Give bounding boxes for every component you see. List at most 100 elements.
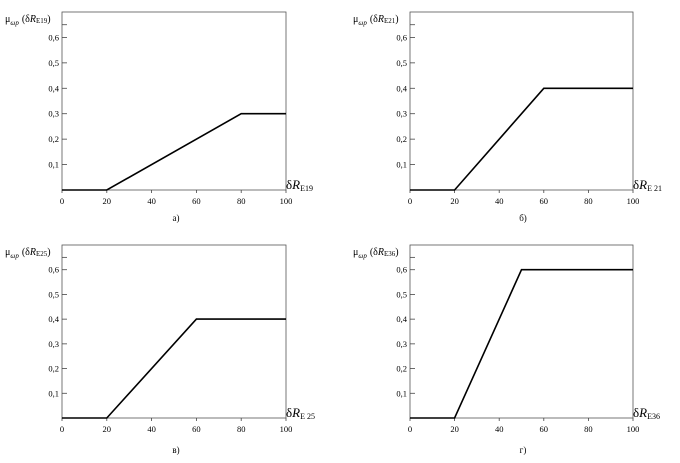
- y-tick-label: 0,1: [396, 388, 407, 398]
- y-tick-label: 0,5: [396, 58, 407, 68]
- plot-frame: [61, 244, 287, 419]
- x-axis-label: δRE19: [286, 177, 313, 193]
- x-tick-label: 60: [540, 424, 549, 434]
- y-label-idx: E25: [36, 250, 48, 258]
- y-tick-label: 0,6: [48, 265, 59, 275]
- y-label-idx: E21: [384, 17, 396, 25]
- x-tick-label: 60: [192, 424, 201, 434]
- x-tick-label: 40: [495, 196, 504, 206]
- x-tick-label: 0: [408, 424, 412, 434]
- y-axis-label: μωp (δRE21): [353, 14, 399, 27]
- x-label-sub: E 21: [647, 184, 662, 193]
- membership-line: [410, 87, 633, 191]
- y-tick-label: 0,1: [396, 160, 407, 170]
- panel-caption: б): [519, 213, 527, 223]
- x-axis-label: δRE 21: [633, 177, 662, 193]
- y-label-mu: μ: [353, 14, 358, 25]
- y-label-var: R: [29, 247, 36, 258]
- y-axis-label: μωp (δRE25): [5, 247, 51, 260]
- y-tick-label: 0,4: [48, 314, 59, 324]
- x-tick-label: 40: [147, 424, 156, 434]
- y-tick-label: 0,2: [396, 134, 407, 144]
- y-axis-label: μωp (δRE36): [353, 247, 399, 260]
- y-label-mu: μ: [5, 14, 10, 25]
- y-tick-label: 0,1: [48, 388, 59, 398]
- plot-frame: [409, 11, 634, 191]
- y-tick-label: 0,4: [396, 314, 407, 324]
- x-tick-label: 20: [450, 196, 459, 206]
- panel-caption: г): [520, 445, 527, 455]
- x-tick-label: 80: [584, 424, 593, 434]
- y-label-open: (δ: [22, 14, 30, 25]
- y-tick-label: 0,6: [396, 265, 407, 275]
- y-label-idx: E19: [36, 17, 48, 25]
- membership-line: [410, 268, 633, 419]
- x-axis-label: δRE36: [633, 405, 660, 421]
- y-label-var: R: [29, 14, 36, 25]
- x-label-var: R: [638, 405, 647, 420]
- x-tick-label: 100: [280, 424, 293, 434]
- y-label-sub: ωp: [10, 252, 19, 260]
- y-tick-label: 0,6: [48, 32, 59, 42]
- y-tick-label: 0,3: [396, 109, 407, 119]
- plot-frame: [61, 11, 287, 191]
- x-tick-label: 20: [450, 424, 459, 434]
- membership-line: [62, 318, 286, 419]
- x-label-delta: δ: [286, 177, 292, 192]
- x-label-sub: E 25: [300, 412, 315, 421]
- x-tick-label: 20: [103, 196, 112, 206]
- y-tick-label: 0,2: [48, 134, 59, 144]
- y-label-mu: μ: [353, 247, 358, 258]
- y-label-open: (δ: [22, 247, 30, 258]
- y-label-mu: μ: [5, 247, 10, 258]
- panel-caption: в): [172, 445, 179, 455]
- plot-frame: [409, 244, 634, 419]
- y-tick-label: 0,5: [396, 289, 407, 299]
- y-label-var: R: [377, 247, 384, 258]
- y-label-close: ): [395, 14, 398, 25]
- y-label-sub: ωp: [10, 19, 19, 27]
- y-tick-label: 0,3: [396, 339, 407, 349]
- membership-line: [62, 112, 286, 191]
- x-tick-label: 80: [584, 196, 593, 206]
- y-tick-label: 0,6: [396, 32, 407, 42]
- y-tick-label: 0,2: [396, 364, 407, 374]
- x-tick-label: 20: [103, 424, 112, 434]
- y-tick-label: 0,1: [48, 160, 59, 170]
- x-tick-label: 80: [237, 196, 246, 206]
- y-tick-label: 0,3: [48, 339, 59, 349]
- y-tick-label: 0,4: [48, 83, 59, 93]
- x-label-var: R: [291, 177, 300, 192]
- x-label-sub: E36: [647, 412, 660, 421]
- y-label-open: (δ: [370, 247, 378, 258]
- x-tick-label: 100: [627, 196, 640, 206]
- x-tick-label: 80: [237, 424, 246, 434]
- y-label-open: (δ: [370, 14, 378, 25]
- x-label-delta: δ: [633, 405, 639, 420]
- y-label-close: ): [47, 247, 50, 258]
- y-tick-label: 0,4: [396, 83, 407, 93]
- y-axis-label: μωp (δRE19): [5, 14, 51, 27]
- x-label-sub: E19: [300, 184, 313, 193]
- x-label-var: R: [638, 177, 647, 192]
- x-tick-label: 40: [147, 196, 156, 206]
- panel-caption: а): [173, 213, 180, 223]
- x-label-delta: δ: [286, 405, 292, 420]
- y-label-close: ): [47, 14, 50, 25]
- y-tick-label: 0,5: [48, 58, 59, 68]
- y-tick-label: 0,3: [48, 109, 59, 119]
- x-tick-label: 60: [540, 196, 549, 206]
- y-label-close: ): [395, 247, 398, 258]
- y-label-sub: ωp: [358, 19, 367, 27]
- y-label-var: R: [377, 14, 384, 25]
- x-axis-label: δRE 25: [286, 405, 315, 421]
- x-label-delta: δ: [633, 177, 639, 192]
- x-tick-label: 0: [60, 424, 64, 434]
- x-tick-label: 0: [408, 196, 412, 206]
- y-tick-label: 0,2: [48, 364, 59, 374]
- x-tick-label: 100: [627, 424, 640, 434]
